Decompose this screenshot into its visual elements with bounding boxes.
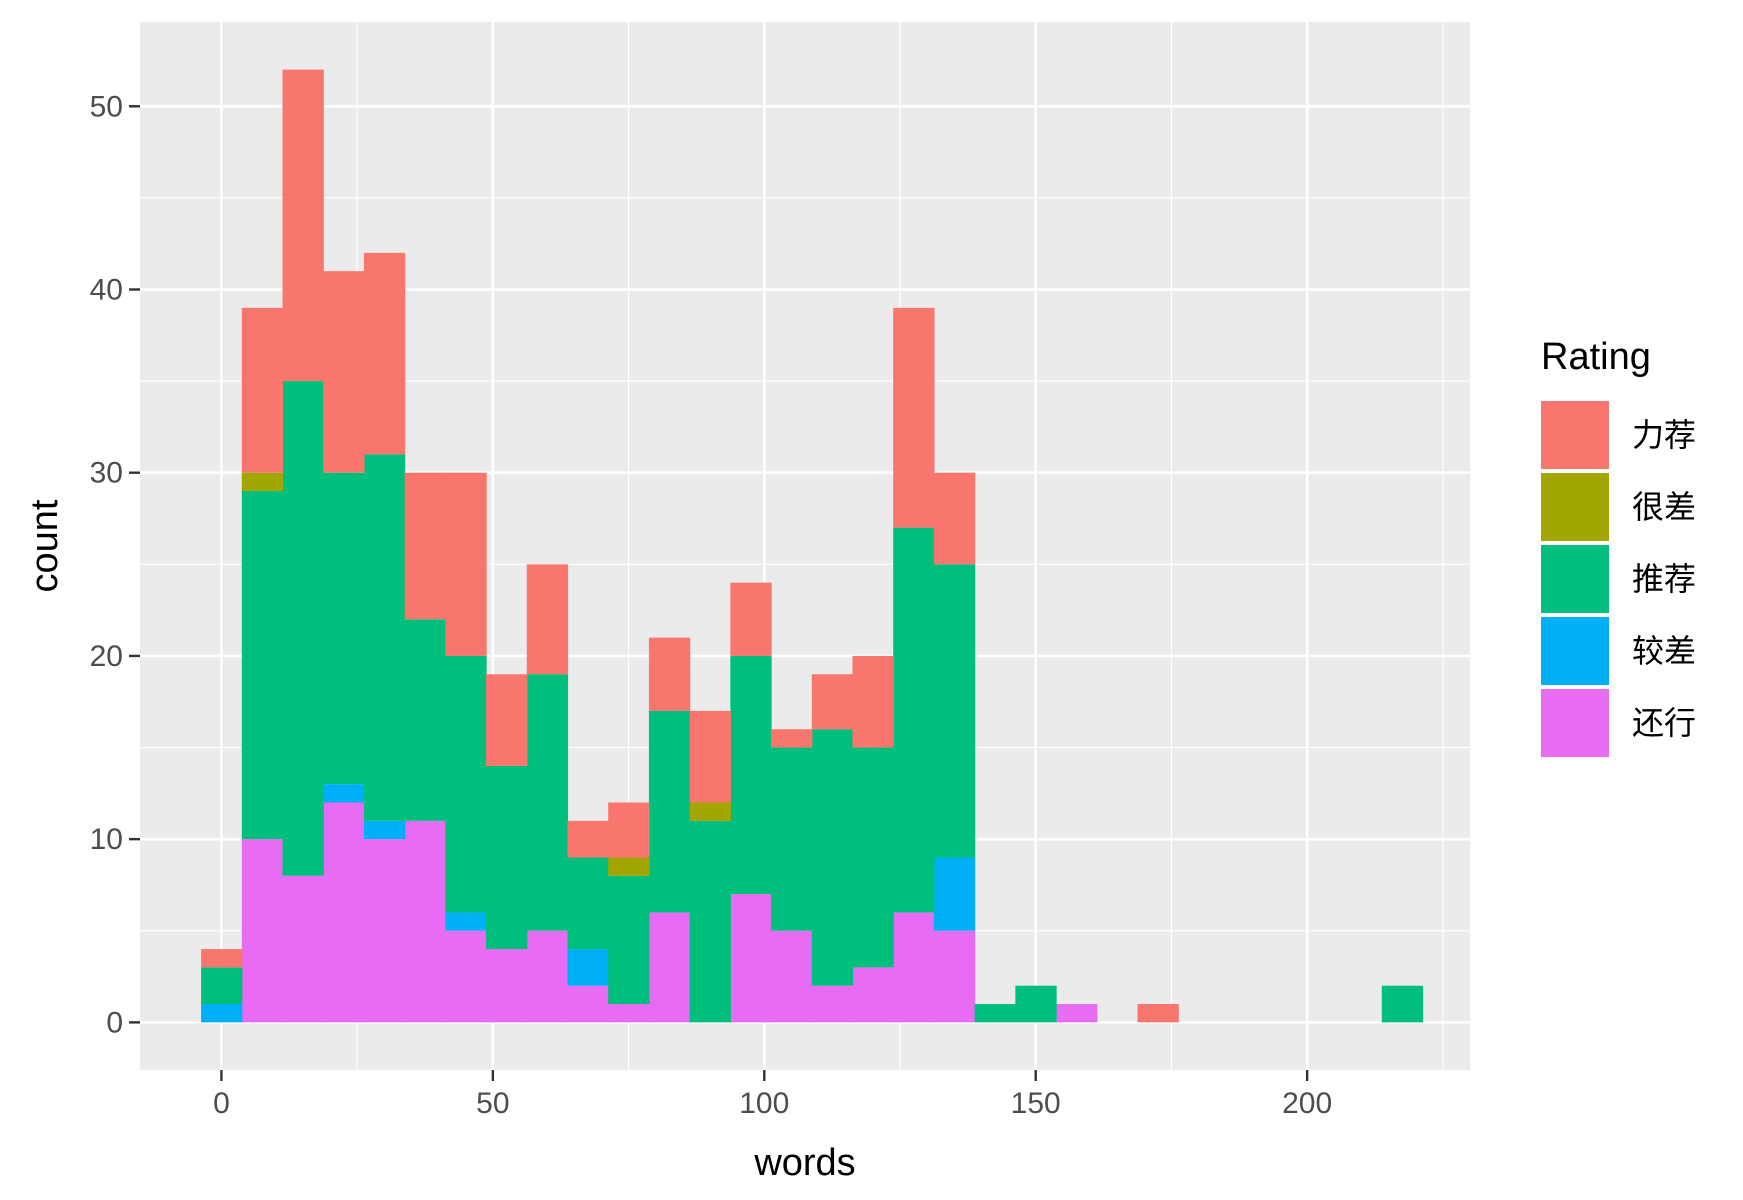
bar-segment <box>893 307 935 528</box>
legend-key <box>1541 617 1609 685</box>
bar-segment <box>933 472 976 565</box>
bar-segment <box>445 472 487 656</box>
bar-segment <box>933 564 976 858</box>
bar-segment <box>241 491 284 840</box>
bar-segment <box>567 820 609 858</box>
legend-title: Rating <box>1541 336 1651 378</box>
bar-segment <box>445 930 487 1023</box>
bar-segment <box>689 802 731 821</box>
bar-segment <box>811 985 854 1023</box>
legend-label: 还行 <box>1632 704 1696 742</box>
x-tick-label: 0 <box>213 1087 230 1120</box>
bar-segment <box>323 784 365 803</box>
bar-segment <box>811 674 854 730</box>
legend-key <box>1541 545 1609 613</box>
bar-segment <box>323 472 365 785</box>
legend-label: 很差 <box>1632 488 1696 526</box>
bar-segment <box>567 949 609 986</box>
y-axis-title: count <box>24 499 66 592</box>
bar-segment <box>363 839 406 1023</box>
bar-segment <box>445 655 487 913</box>
y-tick-label: 10 <box>90 823 123 856</box>
bar-segment <box>689 710 731 803</box>
bar-segment <box>323 271 365 473</box>
bar-segment <box>933 930 976 1023</box>
y-tick-label: 30 <box>90 457 123 490</box>
bar-segment <box>486 949 528 1023</box>
bar-segment <box>852 747 894 968</box>
bar-segment <box>363 820 406 840</box>
y-axis: 0 10 20 30 40 50 <box>90 90 140 1039</box>
x-axis-title: words <box>753 1142 855 1184</box>
bar-segment <box>486 765 528 950</box>
bar-segment <box>567 857 609 950</box>
bar-segment <box>974 1004 1016 1023</box>
bar-segment <box>730 582 772 656</box>
bar-segment <box>363 454 406 821</box>
bar-segment <box>404 820 446 1023</box>
y-tick-label: 0 <box>106 1006 123 1039</box>
bar-segment <box>282 875 324 1023</box>
bar-segment <box>648 912 691 1023</box>
bar-segment <box>323 802 365 1023</box>
x-tick-label: 150 <box>1011 1087 1061 1120</box>
bar-segment <box>486 674 528 766</box>
bar-segment <box>526 564 569 675</box>
bar-segment <box>893 912 935 1023</box>
bar-segment <box>648 637 691 711</box>
bar-segment <box>201 967 243 1005</box>
x-axis: 0 50 100 150 200 <box>213 1070 1332 1120</box>
bar-segment <box>608 857 650 876</box>
legend-key <box>1541 401 1609 469</box>
legend-label: 推荐 <box>1632 560 1696 598</box>
bar-segment <box>526 930 569 1023</box>
x-tick-label: 50 <box>476 1087 509 1120</box>
legend-key <box>1541 689 1609 757</box>
bar-segment <box>241 839 284 1023</box>
bar-segment <box>1015 985 1057 1023</box>
legend-label: 较差 <box>1632 632 1696 670</box>
bar-segment <box>771 729 813 748</box>
bar-segment <box>404 619 446 821</box>
bar-segment <box>811 729 854 986</box>
y-tick-label: 40 <box>90 273 123 306</box>
bar-segment <box>933 857 976 931</box>
x-tick-label: 100 <box>739 1087 789 1120</box>
bar-segment <box>893 527 935 913</box>
bar-segment <box>201 949 243 968</box>
bar-segment <box>852 655 894 748</box>
bar-segment <box>282 381 324 876</box>
bar-segment <box>730 655 772 895</box>
bar-segment <box>648 710 691 913</box>
bar-segment <box>771 747 813 931</box>
bar-segment <box>771 930 813 1023</box>
bar-segment <box>689 820 731 1023</box>
bar-segment <box>282 69 324 382</box>
histogram-bars <box>201 69 1424 1023</box>
bar-segment <box>526 674 569 931</box>
legend-key <box>1541 473 1609 541</box>
y-tick-label: 50 <box>90 90 123 123</box>
bar-segment <box>1056 1004 1098 1023</box>
bar-segment <box>608 802 650 858</box>
bar-segment <box>608 875 650 1005</box>
bar-segment <box>445 912 487 931</box>
bar-segment <box>201 1004 243 1023</box>
bar-segment <box>852 967 894 1023</box>
bar-segment <box>730 894 772 1023</box>
x-tick-label: 200 <box>1282 1087 1332 1120</box>
bar-segment <box>241 472 284 492</box>
bar-segment <box>608 1004 650 1023</box>
bar-segment <box>567 985 609 1023</box>
bar-segment <box>1381 985 1424 1023</box>
bar-segment <box>241 307 284 473</box>
legend-label: 力荐 <box>1632 416 1696 454</box>
bar-segment <box>404 472 446 620</box>
bar-segment <box>363 252 406 455</box>
bar-segment <box>1137 1004 1179 1023</box>
y-tick-label: 20 <box>90 640 123 673</box>
